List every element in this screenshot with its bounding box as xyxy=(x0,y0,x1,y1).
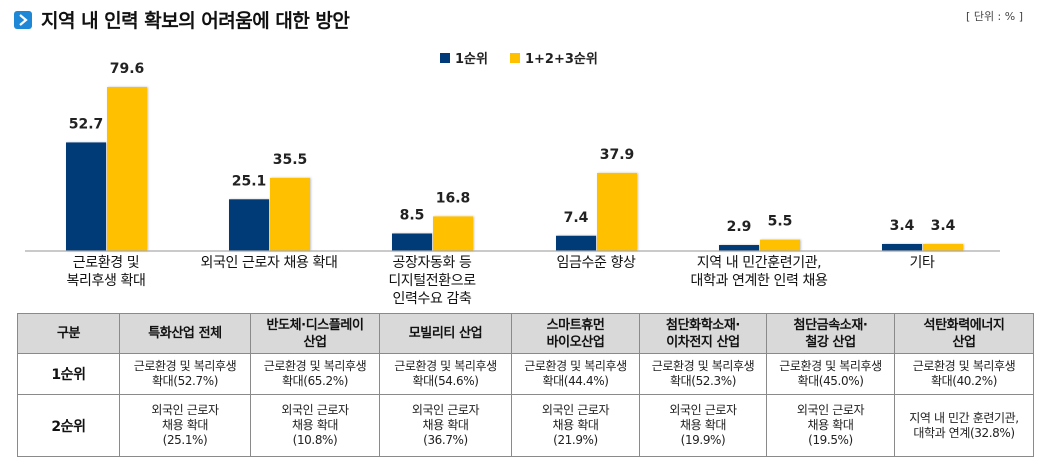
table-cell: 외국인 근로자 채용 확대 (10.8%) xyxy=(250,394,380,457)
legend-item-series2: 1+2+3순위 xyxy=(509,48,598,67)
category-label-2: 공장자동화 등 디지털전환으로 인력수요 감축 xyxy=(388,255,476,307)
table-cell: 외국인 근로자 채용 확대 (19.5%) xyxy=(766,394,895,457)
value-label-rank1-1: 25.1 xyxy=(232,173,267,189)
category-label-3: 임금수준 향상 xyxy=(556,255,636,271)
row-label: 2순위 xyxy=(17,394,120,457)
legend-swatch-series1 xyxy=(440,52,450,63)
bar-chart: 52.7 79.6 25.1 35.5 8.5 16.8 7.4 37.9 2.9 5.5 3.4 3… xyxy=(25,61,1000,252)
table-header-cell-6: 첨단금속소재· 철강 산업 xyxy=(766,313,895,354)
bar-rank1-1 xyxy=(229,199,269,251)
table-cell: 외국인 근로자 채용 확대 (21.9%) xyxy=(511,394,640,457)
table-cell: 외국인 근로자 채용 확대 (19.9%) xyxy=(639,394,767,457)
table-cell: 외국인 근로자 채용 확대 (36.7%) xyxy=(379,394,512,457)
value-label-rank123-4: 5.5 xyxy=(768,214,793,230)
table-cell: 근로환경 및 복리후생 확대(65.2%) xyxy=(250,353,380,395)
legend-label-series2: 1+2+3순위 xyxy=(524,52,598,67)
value-label-rank123-5: 3.4 xyxy=(931,218,956,234)
table-header-cell-3: 모빌리티 산업 xyxy=(379,313,512,354)
value-label-rank123-2: 16.8 xyxy=(436,190,471,206)
table-cell: 외국인 근로자 채용 확대 (25.1%) xyxy=(119,394,251,457)
table-cell: 근로환경 및 복리후생 확대(52.3%) xyxy=(639,353,767,395)
value-label-rank123-0: 79.6 xyxy=(110,61,145,77)
bar-rank123-4 xyxy=(760,239,800,251)
legend-label-series1: 1순위 xyxy=(455,52,488,67)
bar-rank1-3 xyxy=(556,235,596,251)
value-label-rank1-2: 8.5 xyxy=(400,207,425,223)
value-labels-layer: 52.7 79.6 25.1 35.5 8.5 16.8 7.4 37.9 2.9 5.5 3.4 3… xyxy=(69,61,956,235)
table-header-cell-0: 구분 xyxy=(17,313,120,354)
row-label: 1순위 xyxy=(17,353,120,395)
value-label-rank1-5: 3.4 xyxy=(890,218,915,234)
legend-swatch-series2 xyxy=(509,52,520,63)
category-label-1: 외국인 근로자 채용 확대 xyxy=(200,255,338,271)
table-cell: 근로환경 및 복리후생 확대(45.0%) xyxy=(766,353,895,395)
bar-rank1-4 xyxy=(719,245,759,251)
legend-item-series1: 1순위 xyxy=(440,48,488,67)
category-label-4: 지역 내 민간훈련기관, 대학과 연계한 인력 채용 xyxy=(690,255,828,289)
value-label-rank1-4: 2.9 xyxy=(727,219,752,235)
table-header-cell-1: 특화산업 전체 xyxy=(119,313,251,354)
bar-rank123-5 xyxy=(923,243,963,251)
bar-rank1-5 xyxy=(882,243,922,251)
table-cell: 근로환경 및 복리후생 확대(40.2%) xyxy=(894,353,1034,395)
table-cell: 근로환경 및 복리후생 확대(44.4%) xyxy=(511,353,640,395)
table-header-row: 구분 특화산업 전체 반도체·디스플레이 산업 모빌리티 산업 스마트휴먼 바이오산업 첨단화… xyxy=(17,313,1034,354)
category-label-0: 근로환경 및 복리후생 확대 xyxy=(66,255,146,289)
summary-table: 구분 특화산업 전체 반도체·디스플레이 산업 모빌리티 산업 스마트휴먼 바이오산업 첨단화… xyxy=(17,313,1034,457)
value-label-rank1-3: 7.4 xyxy=(564,210,589,226)
bar-rank123-2 xyxy=(433,216,473,251)
bar-rank123-0 xyxy=(107,87,147,251)
chart-title-row: 지역 내 인력 확보의 어려움에 대한 방안 xyxy=(14,6,350,33)
unit-label: [ 단위 : % ] xyxy=(966,10,1023,23)
chevron-right-icon xyxy=(14,10,32,29)
category-label-5: 기타 xyxy=(909,255,935,271)
table-row: 2순위 외국인 근로자 채용 확대 (25.1%) 외국인 근로자 채용 확대 (10.8%… xyxy=(17,394,1034,457)
table-cell: 근로환경 및 복리후생 확대(54.6%) xyxy=(379,353,512,395)
bar-rank1-2 xyxy=(392,233,432,251)
value-label-rank123-1: 35.5 xyxy=(273,152,308,168)
bar-rank123-3 xyxy=(597,172,637,251)
table-header-cell-4: 스마트휴먼 바이오산업 xyxy=(511,313,640,354)
table-header-cell-2: 반도체·디스플레이 산업 xyxy=(250,313,380,354)
chart-title: 지역 내 인력 확보의 어려움에 대한 방안 xyxy=(41,10,350,32)
bar-rank1-0 xyxy=(66,142,106,251)
value-label-rank1-0: 52.7 xyxy=(69,116,104,132)
table-header-cell-5: 첨단화학소재· 이차전지 산업 xyxy=(639,313,767,354)
bars-layer xyxy=(66,87,963,251)
table-cell: 지역 내 민간 훈련기관, 대학과 연계(32.8%) xyxy=(894,394,1034,457)
table-header-cell-7: 석탄화력에너지 산업 xyxy=(894,313,1034,354)
table-cell: 근로환경 및 복리후생 확대(52.7%) xyxy=(119,353,251,395)
legend: 1순위 1+2+3순위 xyxy=(440,48,620,67)
value-label-rank123-3: 37.9 xyxy=(600,147,635,163)
table-row: 1순위 근로환경 및 복리후생 확대(52.7%) 근로환경 및 복리후생 확대(65.… xyxy=(17,353,1034,395)
bar-rank123-1 xyxy=(270,177,310,251)
